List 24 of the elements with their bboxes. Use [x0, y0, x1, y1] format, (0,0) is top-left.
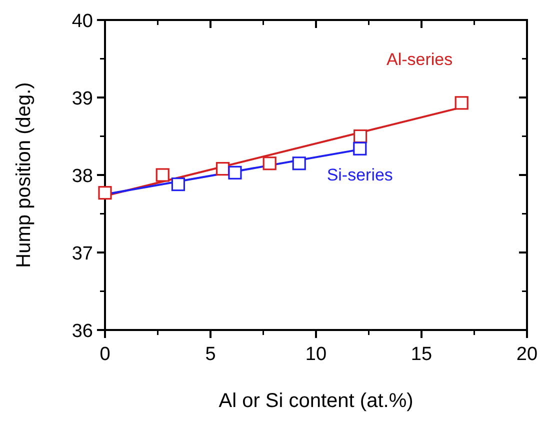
- y-axis-title: Hump position (deg.): [13, 82, 35, 268]
- point: [156, 168, 170, 182]
- y-tick-label: 38: [72, 166, 93, 187]
- y-tick-label: 40: [72, 11, 93, 32]
- point: [353, 142, 367, 156]
- x-tick-label: 20: [516, 344, 538, 365]
- point: [354, 129, 368, 144]
- point: [292, 156, 306, 170]
- x-tick-label: 0: [100, 344, 110, 365]
- x-tick-label: 15: [410, 344, 432, 365]
- y-tick-label: 36: [72, 321, 93, 342]
- series-label: Si-series: [326, 166, 393, 185]
- point: [262, 156, 276, 170]
- point: [171, 178, 186, 192]
- series-label: Al-series: [386, 50, 453, 69]
- point: [454, 96, 468, 110]
- x-tick-label: 5: [205, 344, 216, 365]
- point: [98, 186, 112, 200]
- y-tick-label: 39: [72, 88, 93, 110]
- x-tick-label: 10: [305, 344, 327, 365]
- point: [228, 166, 242, 180]
- y-tick-label: 37: [72, 244, 93, 264]
- x-axis-title: Al or Si content (at.%): [218, 390, 414, 412]
- point: [216, 162, 230, 176]
